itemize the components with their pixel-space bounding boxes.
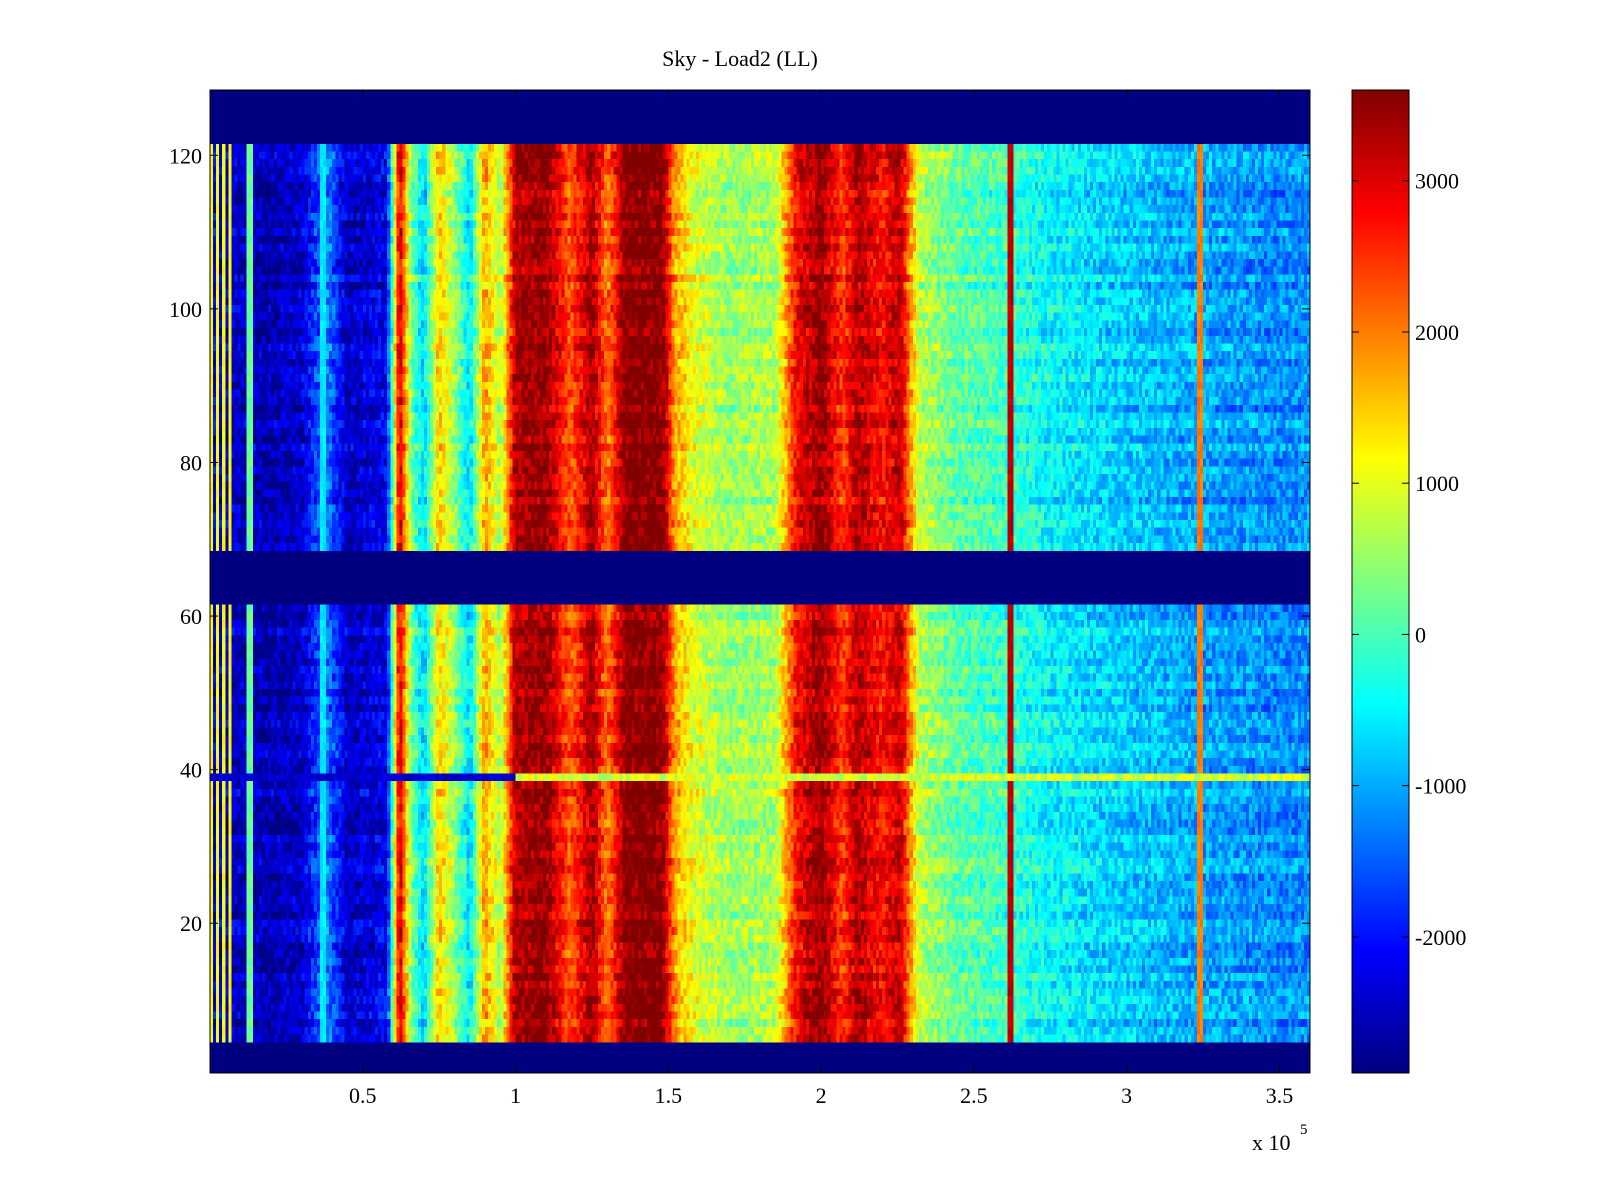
colorbar-tick-label: -1000 — [1415, 774, 1466, 799]
colorbar-tick-label: 3000 — [1415, 169, 1459, 194]
y-tick-label: 40 — [180, 758, 202, 783]
x-tick-label: 1 — [510, 1083, 521, 1108]
colorbar-tick-label: 2000 — [1415, 320, 1459, 345]
x-tick-label: 3 — [1121, 1083, 1132, 1108]
y-tick-label: 80 — [180, 450, 202, 475]
axes: 0.5 1 1.5 2 2.5 3 3.5 20 40 60 80 100 120 x 10 5 — [169, 89, 1311, 1155]
colorbar: 3000 2000 1000 0 -1000 -2000 — [1351, 89, 1466, 1074]
colorbar-tick-label: -2000 — [1415, 925, 1466, 950]
x-axis-multiplier-exponent: 5 — [1300, 1122, 1308, 1138]
colorbar-tick-label: 1000 — [1415, 471, 1459, 496]
y-tick-label: 60 — [180, 604, 202, 629]
y-tick-label: 120 — [169, 143, 202, 168]
x-tick-label: 3.5 — [1266, 1083, 1294, 1108]
chart-title: Sky - Load2 (LL) — [662, 46, 818, 71]
colorbar-tick-label: 0 — [1415, 622, 1426, 647]
heatmap-plot-area — [210, 90, 1310, 1073]
plot-frame — [209, 89, 1311, 1074]
x-tick-label: 2.5 — [960, 1083, 988, 1108]
x-tick-label: 1.5 — [655, 1083, 683, 1108]
heatmap-image — [210, 90, 1310, 1073]
x-tick-label: 2 — [816, 1083, 827, 1108]
x-tick-label: 0.5 — [349, 1083, 377, 1108]
colorbar-gradient — [1351, 89, 1410, 1074]
x-axis-multiplier: x 10 — [1252, 1130, 1291, 1155]
y-tick-label: 100 — [169, 297, 202, 322]
y-tick-label: 20 — [180, 911, 202, 936]
